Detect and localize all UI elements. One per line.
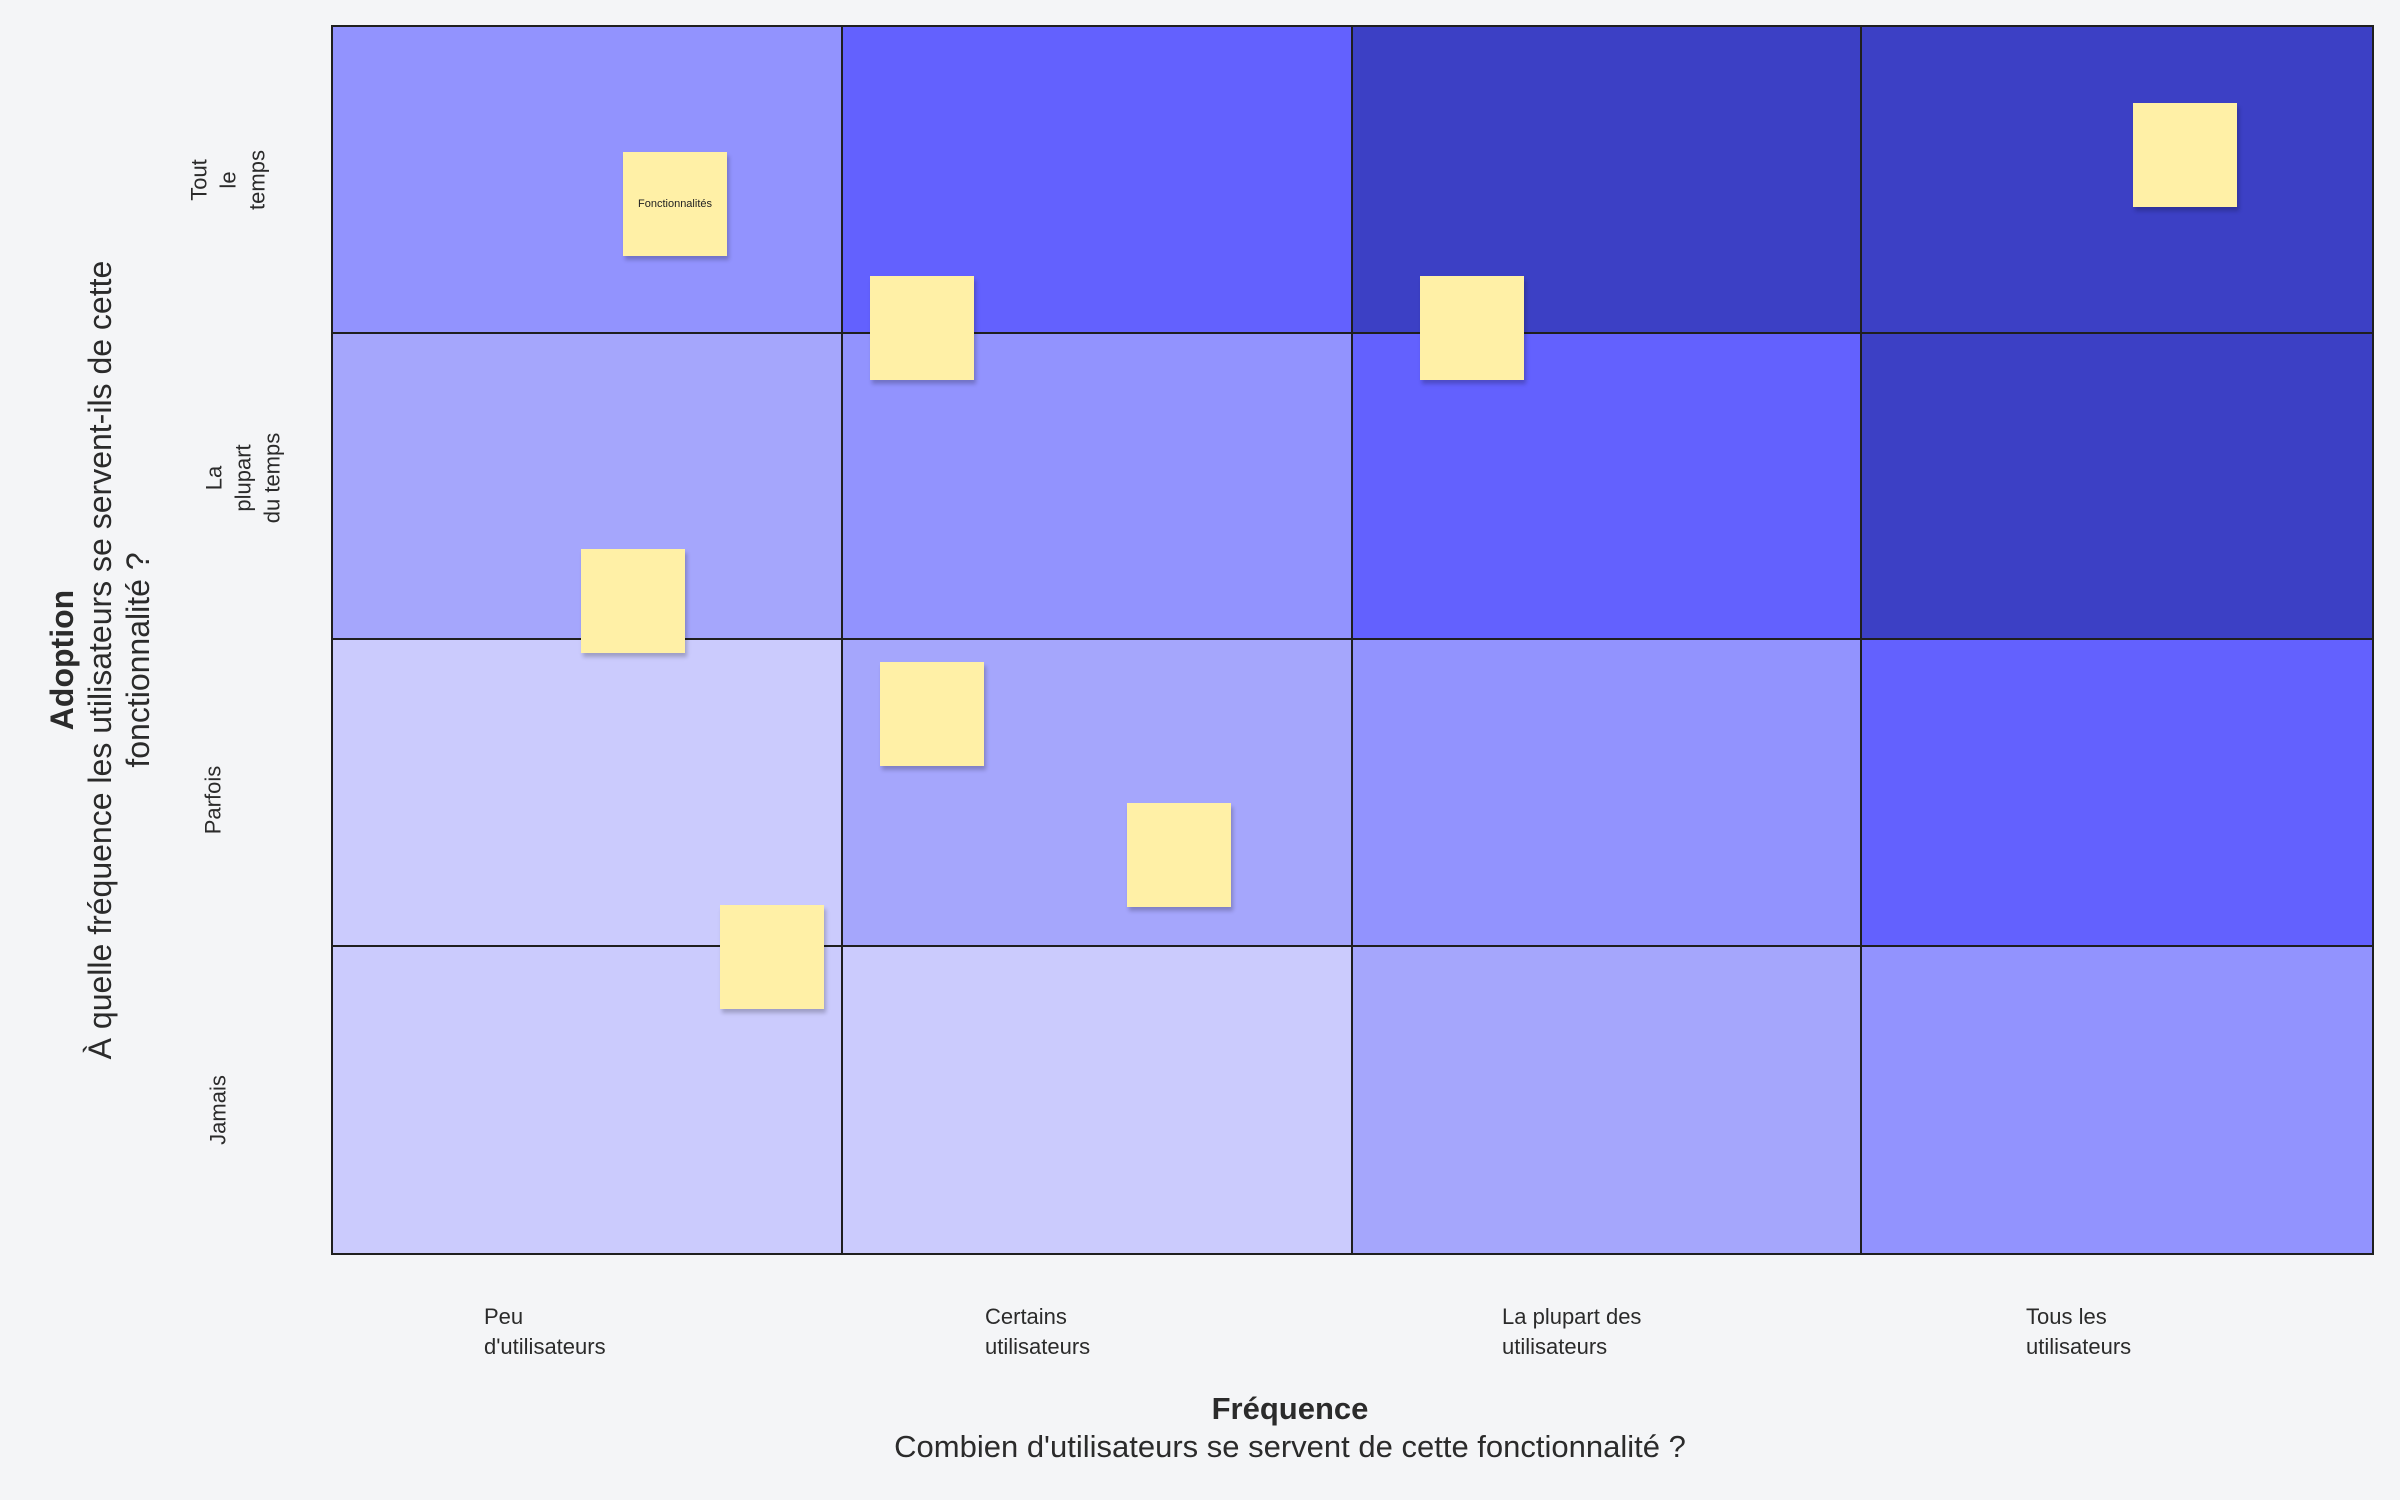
sticky-note[interactable] <box>880 662 984 766</box>
y-axis-label: Adoption À quelle fréquence les utilisat… <box>43 210 157 1110</box>
matrix-cell-r0-c3 <box>1862 27 2372 334</box>
x-axis-subtitle: Combien d'utilisateurs se servent de cet… <box>894 1429 1686 1464</box>
sticky-note[interactable] <box>581 549 685 653</box>
y-axis-title: Adoption <box>44 589 80 731</box>
row-label: Parfois <box>200 765 226 835</box>
matrix-cell-r2-c2 <box>1352 640 1863 947</box>
row-label: La plupart du temps <box>201 432 285 524</box>
column-label: Tous les utilisateurs <box>2026 1304 2132 1359</box>
column-label: Certains utilisateurs <box>985 1304 1091 1359</box>
sticky-note[interactable]: Fonctionnalités <box>623 152 727 256</box>
matrix-cell-r2-c0 <box>333 640 843 947</box>
matrix-cell-r1-c2 <box>1352 333 1863 640</box>
sticky-note[interactable] <box>720 905 824 1009</box>
column-label: La plupart des utilisateurs <box>1502 1304 1642 1359</box>
sticky-note[interactable] <box>1127 803 1231 907</box>
x-axis-label: Fréquence Combien d'utilisateurs se serv… <box>840 1390 1740 1466</box>
matrix-cell-r2-c3 <box>1862 640 2372 947</box>
matrix-cell-r3-c2 <box>1352 946 1863 1253</box>
y-axis-subtitle: À quelle fréquence les utilisateurs se s… <box>82 260 156 1060</box>
matrix-cell-r1-c3 <box>1862 333 2372 640</box>
row-label: Tout le temps <box>186 150 270 210</box>
matrix-cell-r0-c0 <box>333 27 843 334</box>
x-axis-title: Fréquence <box>1211 1391 1369 1426</box>
matrix-cell-r3-c1 <box>842 946 1353 1253</box>
matrix-cell-r1-c1 <box>842 333 1353 640</box>
sticky-note[interactable] <box>2133 103 2237 207</box>
column-label: Peu d'utilisateurs <box>484 1304 606 1359</box>
sticky-note[interactable] <box>870 276 974 380</box>
adoption-frequency-matrix <box>331 25 2374 1255</box>
row-label: Jamais <box>205 1075 231 1145</box>
sticky-note[interactable] <box>1420 276 1524 380</box>
matrix-cell-r3-c3 <box>1862 946 2372 1253</box>
